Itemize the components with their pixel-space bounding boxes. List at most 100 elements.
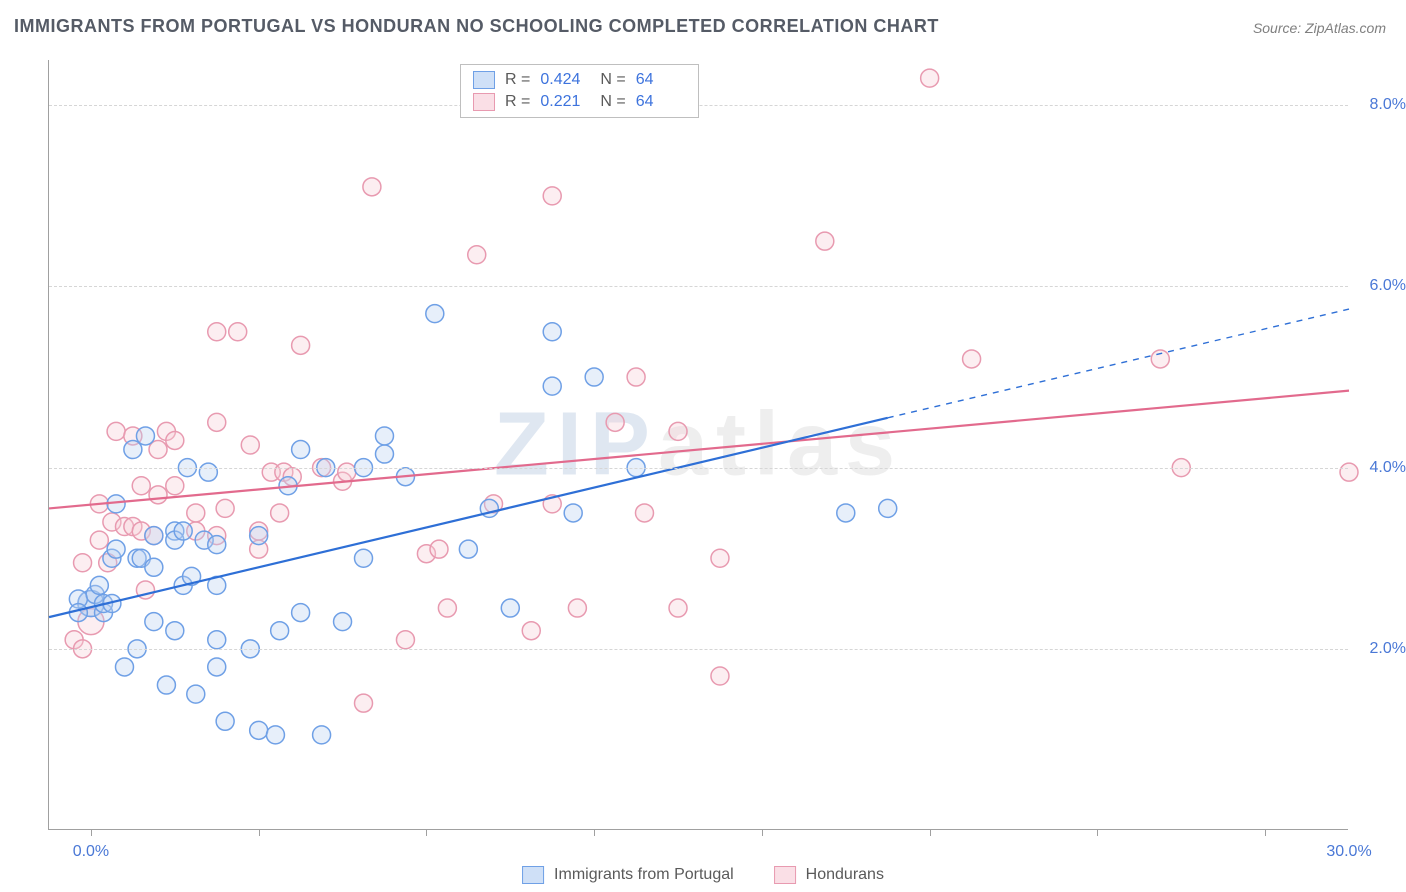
data-point bbox=[145, 613, 163, 631]
data-point bbox=[568, 599, 586, 617]
data-point bbox=[174, 522, 192, 540]
data-point bbox=[669, 599, 687, 617]
data-point bbox=[271, 622, 289, 640]
data-point bbox=[564, 504, 582, 522]
plot-area: ZIPatlas 2.0%4.0%6.0%8.0%0.0%30.0% bbox=[48, 60, 1348, 830]
gridline bbox=[49, 468, 1348, 469]
data-point bbox=[90, 531, 108, 549]
x-tick bbox=[426, 829, 427, 836]
data-point bbox=[208, 323, 226, 341]
data-point bbox=[585, 368, 603, 386]
legend-item: Immigrants from Portugal bbox=[522, 866, 734, 884]
data-point bbox=[271, 504, 289, 522]
data-point bbox=[430, 540, 448, 558]
data-point bbox=[292, 441, 310, 459]
data-point bbox=[216, 499, 234, 517]
data-point bbox=[438, 599, 456, 617]
x-tick-label: 0.0% bbox=[73, 843, 109, 861]
plot-svg bbox=[49, 60, 1348, 829]
data-point bbox=[921, 69, 939, 87]
data-point bbox=[166, 477, 184, 495]
data-point bbox=[115, 658, 133, 676]
data-point bbox=[208, 413, 226, 431]
data-point bbox=[711, 549, 729, 567]
legend-stat-row: R = 0.424 N = 64 bbox=[461, 69, 698, 91]
data-point bbox=[816, 232, 834, 250]
data-point bbox=[879, 499, 897, 517]
data-point bbox=[107, 540, 125, 558]
data-point bbox=[1340, 463, 1358, 481]
data-point bbox=[90, 576, 108, 594]
y-tick-label: 2.0% bbox=[1370, 640, 1406, 658]
data-point bbox=[606, 413, 624, 431]
data-point bbox=[355, 549, 373, 567]
data-point bbox=[1151, 350, 1169, 368]
stat-r-label: R = bbox=[505, 71, 530, 89]
x-tick-label: 30.0% bbox=[1326, 843, 1371, 861]
data-point bbox=[250, 527, 268, 545]
stat-r-label: R = bbox=[505, 93, 530, 111]
stat-r-value: 0.424 bbox=[540, 71, 590, 89]
data-point bbox=[338, 463, 356, 481]
x-tick bbox=[930, 829, 931, 836]
stat-n-label: N = bbox=[600, 93, 625, 111]
data-point bbox=[313, 726, 331, 744]
data-point bbox=[250, 721, 268, 739]
data-point bbox=[375, 445, 393, 463]
data-point bbox=[837, 504, 855, 522]
data-point bbox=[266, 726, 284, 744]
stat-n-value: 64 bbox=[636, 71, 686, 89]
stat-n-value: 64 bbox=[636, 93, 686, 111]
x-tick bbox=[91, 829, 92, 836]
data-point bbox=[166, 622, 184, 640]
data-point bbox=[711, 667, 729, 685]
data-point bbox=[669, 422, 687, 440]
chart-source: Source: ZipAtlas.com bbox=[1253, 20, 1386, 36]
data-point bbox=[208, 658, 226, 676]
data-point bbox=[187, 685, 205, 703]
data-point bbox=[208, 536, 226, 554]
data-point bbox=[543, 377, 561, 395]
y-tick-label: 4.0% bbox=[1370, 459, 1406, 477]
data-point bbox=[522, 622, 540, 640]
data-point bbox=[229, 323, 247, 341]
data-point bbox=[241, 436, 259, 454]
data-point bbox=[132, 477, 150, 495]
stat-n-label: N = bbox=[600, 71, 625, 89]
data-point bbox=[107, 422, 125, 440]
data-point bbox=[426, 305, 444, 323]
data-point bbox=[208, 631, 226, 649]
data-point bbox=[292, 336, 310, 354]
data-point bbox=[375, 427, 393, 445]
legend-swatch bbox=[473, 71, 495, 89]
data-point bbox=[627, 368, 645, 386]
x-tick bbox=[762, 829, 763, 836]
data-point bbox=[501, 599, 519, 617]
data-point bbox=[157, 676, 175, 694]
data-point bbox=[468, 246, 486, 264]
data-point bbox=[166, 431, 184, 449]
gridline bbox=[49, 649, 1348, 650]
data-point bbox=[74, 554, 92, 572]
y-tick-label: 6.0% bbox=[1370, 277, 1406, 295]
data-point bbox=[145, 558, 163, 576]
legend-label: Immigrants from Portugal bbox=[554, 866, 734, 884]
legend-swatch bbox=[774, 866, 796, 884]
data-point bbox=[635, 504, 653, 522]
data-point bbox=[543, 187, 561, 205]
legend-swatch bbox=[522, 866, 544, 884]
data-point bbox=[136, 427, 154, 445]
x-tick bbox=[259, 829, 260, 836]
data-point bbox=[199, 463, 217, 481]
data-point bbox=[145, 527, 163, 545]
data-point bbox=[187, 504, 205, 522]
correlation-chart: IMMIGRANTS FROM PORTUGAL VS HONDURAN NO … bbox=[0, 0, 1406, 892]
x-tick bbox=[1097, 829, 1098, 836]
x-tick bbox=[594, 829, 595, 836]
legend-swatch bbox=[473, 93, 495, 111]
legend-stat-row: R =0.221N =64 bbox=[461, 91, 698, 113]
data-point bbox=[396, 631, 414, 649]
data-point bbox=[292, 604, 310, 622]
data-point bbox=[334, 613, 352, 631]
legend-item: Hondurans bbox=[774, 866, 884, 884]
